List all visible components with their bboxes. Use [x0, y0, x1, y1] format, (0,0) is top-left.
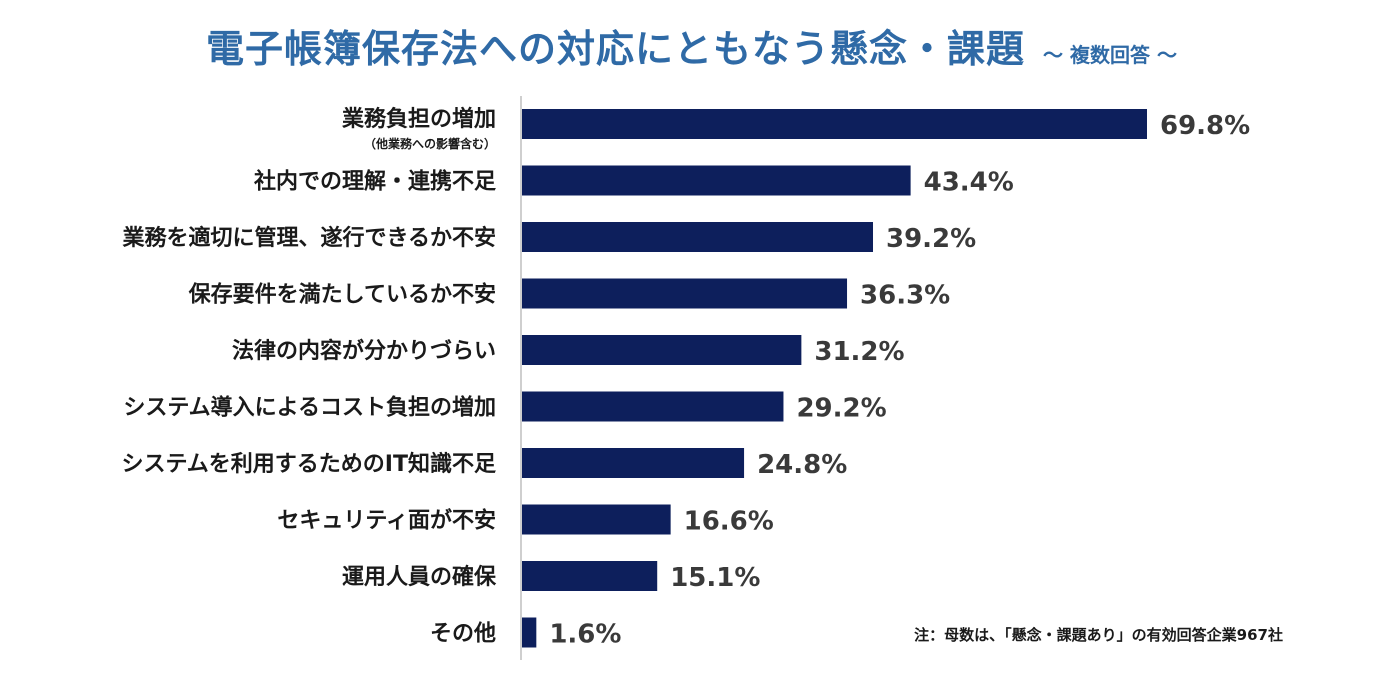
value-label: 29.2%: [796, 394, 886, 424]
bar: [522, 617, 537, 648]
bar: [522, 391, 784, 422]
value-label: 24.8%: [757, 450, 847, 480]
category-label: 法律の内容が分かりづらい: [232, 338, 496, 364]
value-label: 69.8%: [1160, 111, 1250, 141]
category-sublabel: （他業務への影響含む）: [364, 136, 496, 151]
category-label: システムを利用するためのIT知識不足: [121, 451, 496, 477]
value-label: 39.2%: [886, 224, 976, 254]
category-label: 業務を適切に管理、遂行できるか不安: [122, 225, 496, 251]
value-label: 16.6%: [684, 507, 774, 537]
chart-subtitle: ～ 複数回答 ～: [1043, 43, 1177, 67]
bar: [522, 278, 848, 309]
category-label: セキュリティ面が不安: [277, 508, 496, 534]
category-label: システム導入によるコスト負担の増加: [123, 395, 496, 421]
bar: [522, 165, 911, 196]
value-label: 36.3%: [860, 281, 950, 311]
value-label: 1.6%: [549, 620, 621, 650]
value-label: 15.1%: [670, 563, 760, 593]
category-label: 業務負担の増加: [342, 106, 496, 132]
bar: [522, 222, 874, 252]
bar: [522, 504, 671, 535]
bar: [522, 448, 745, 478]
bar: [522, 561, 658, 591]
category-label: 保存要件を満たしているか不安: [188, 282, 496, 308]
bar: [522, 335, 802, 365]
footnote: 注：母数は、「懸念・課題あり」の有効回答企業967社: [914, 626, 1283, 644]
value-label: 31.2%: [814, 337, 904, 367]
category-label: 運用人員の確保: [342, 564, 497, 590]
value-label: 43.4%: [924, 168, 1014, 198]
title-block: 電子帳簿保存法への対応にともなう懸念・課題 ～ 複数回答 ～: [0, 18, 1383, 73]
chart-title: 電子帳簿保存法への対応にともなう懸念・課題: [206, 27, 1026, 71]
bar: [522, 109, 1147, 139]
category-label: 社内での理解・連携不足: [254, 169, 496, 195]
category-label: その他: [430, 622, 496, 647]
